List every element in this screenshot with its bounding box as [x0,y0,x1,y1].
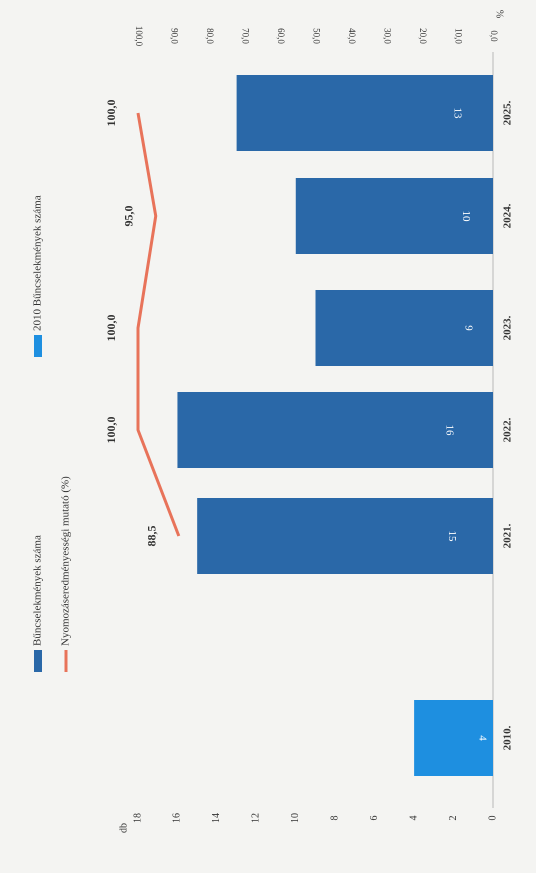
left-axis-unit: db [118,823,129,833]
category-label: 2010. [502,725,514,750]
left-axis-tick: 16 [172,813,183,823]
bar-2010 [414,700,493,776]
line-point-label: 100,0 [104,417,118,444]
bar-2021 [197,498,493,574]
line-point-label: 100,0 [104,315,118,342]
bar-2022 [177,392,493,468]
right-axis-tick: 20,0 [418,28,428,44]
left-axis-tick: 14 [211,813,222,823]
category-label: 2023. [502,315,514,340]
legend-label: Nyomozáseredményességi mutató (%) [60,476,72,646]
legend: Bűncselekmények száma Nyomozáseredményess… [32,195,72,672]
bar-value-label: 4 [476,735,488,741]
left-axis-tick: 4 [408,816,419,821]
legend-swatch [34,335,42,357]
left-axis-tick: 0 [487,816,498,821]
bar-2024 [295,178,493,254]
left-axis-tick: 6 [369,816,380,821]
bar-value-label: 10 [460,211,472,223]
right-axis-tick: 10,0 [453,28,463,44]
left-axis-tick: 10 [290,813,301,823]
right-axis-tick: 30,0 [382,28,392,44]
legend-swatch [34,650,42,672]
bar-value-label: 9 [463,325,475,331]
left-axis-tick: 2 [448,816,459,821]
legend-label: 2010 Bűncselekmények száma [32,195,44,331]
legend-label: Bűncselekmények száma [32,535,44,646]
plot-area: 4 15 16 9 10 13 2010. 2021. 2022. 2023. 2024. 2025.… [104,10,514,833]
line-series [136,112,181,537]
bar-value-label: 13 [452,108,464,120]
line-point-label: 95,0 [122,206,136,227]
right-axis-tick: 50,0 [311,28,321,44]
right-axis-tick: 40,0 [347,28,357,44]
left-axis-tick: 18 [132,813,143,823]
line-point-label: 88,5 [145,526,159,547]
bar-value-label: 16 [443,425,455,437]
bar-value-label: 15 [446,531,458,543]
right-axis-unit: % [494,10,505,18]
right-axis-tick: 90,0 [169,28,179,44]
left-axis-tick: 12 [251,813,262,823]
right-axis-tick: 70,0 [240,28,250,44]
category-label: 2025. [502,100,514,125]
left-axis-tick: 8 [330,816,341,821]
right-axis-tick: 80,0 [205,28,215,44]
bar-2023 [315,290,493,366]
right-axis-tick: 0,0 [489,30,499,42]
right-axis-tick: 100,0 [134,26,144,47]
category-label: 2022. [502,417,514,442]
category-label: 2024. [502,203,514,228]
bar-2025 [236,75,493,151]
right-axis-tick: 60,0 [276,28,286,44]
line-point-label: 100,0 [104,100,118,127]
category-label: 2021. [502,523,514,548]
